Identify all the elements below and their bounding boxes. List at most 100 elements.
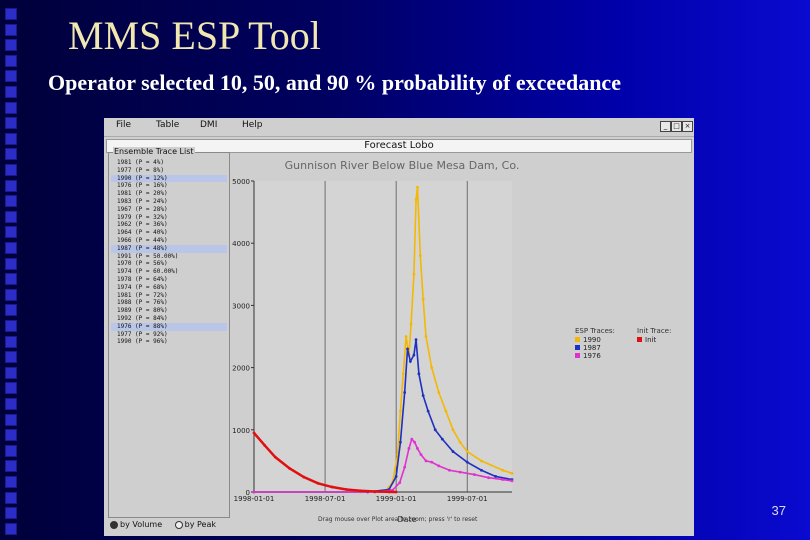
slide-subtitle: Operator selected 10, 50, and 90 % proba… (48, 70, 621, 95)
data-point (416, 447, 419, 450)
data-point (412, 353, 416, 357)
maximize-button[interactable]: □ (671, 121, 682, 132)
data-point (414, 198, 418, 202)
decorative-square (5, 54, 17, 67)
legend-marker (575, 337, 580, 342)
legend-marker (575, 353, 580, 358)
data-point (302, 475, 306, 479)
data-point (424, 335, 428, 338)
decorative-square (5, 273, 17, 286)
ensemble-trace-label: Ensemble Trace List (113, 147, 195, 156)
ensemble-trace-item[interactable]: 1977 (P = 92%) (117, 330, 168, 338)
data-point (413, 440, 417, 444)
data-point (288, 466, 291, 470)
forecast-chart[interactable]: Gunnison River Below Blue Mesa Dam, Co. … (232, 156, 688, 526)
ensemble-trace-item[interactable]: 1987 (P = 48%) (111, 244, 227, 253)
ensemble-trace-item[interactable]: 1964 (P = 40%) (117, 229, 168, 237)
ensemble-trace-item[interactable]: 1976 (P = 88%) (111, 322, 227, 331)
decorative-square (5, 382, 17, 395)
data-point (465, 460, 469, 464)
ensemble-trace-item[interactable]: 1988 (P = 76%) (117, 299, 168, 307)
y-tick-label: 0 (246, 489, 250, 497)
data-point (472, 473, 476, 476)
minimize-button[interactable]: _ (660, 121, 671, 132)
decorative-square (5, 39, 17, 52)
ensemble-trace-item[interactable]: 1989 (P = 80%) (117, 307, 168, 315)
menu-file[interactable]: File (116, 120, 132, 130)
decorative-square (5, 522, 17, 535)
menu-help[interactable]: Help (242, 120, 263, 130)
ensemble-trace-item[interactable]: 1966 (P = 44%) (117, 236, 168, 244)
zoom-hint: Drag mouse over Plot area to zoom; press… (318, 516, 478, 523)
ensemble-trace-item[interactable]: 1979 (P = 32%) (117, 213, 168, 221)
decorative-square (5, 132, 17, 145)
ensemble-trace-item[interactable]: 1967 (P = 28%) (117, 205, 168, 213)
ensemble-trace-item[interactable]: 1981 (P = 72%) (117, 291, 168, 299)
data-point (359, 489, 363, 493)
data-point (487, 476, 490, 480)
close-button[interactable]: × (682, 121, 693, 132)
ensemble-trace-item[interactable]: 1976 (P = 16%) (117, 182, 168, 190)
data-point (330, 485, 334, 489)
ensemble-trace-item[interactable]: 1991 (P = 50.00%) (117, 252, 179, 260)
data-point (273, 455, 277, 459)
ensemble-trace-item[interactable]: 1990 (P = 96%) (117, 338, 168, 346)
menu-table[interactable]: Table (156, 120, 180, 130)
data-point (448, 468, 451, 472)
data-point (417, 372, 421, 376)
data-point (510, 479, 514, 483)
ensemble-trace-item[interactable]: 1970 (P = 56%) (117, 260, 168, 268)
ensemble-trace-item[interactable]: 1981 (P = 20%) (117, 190, 168, 198)
slide-title: MMS ESP Tool (68, 13, 321, 58)
data-point (458, 470, 462, 474)
data-point (451, 450, 455, 453)
data-point (433, 428, 437, 432)
data-point (387, 490, 391, 494)
decorative-square (5, 320, 17, 332)
ensemble-trace-item[interactable]: 1981 (P = 4%) (117, 159, 164, 166)
esp-tool-window: File Table DMI Help _ □ × Forecast Lobo … (104, 118, 694, 536)
y-tick-label: 5000 (232, 178, 250, 186)
menu-bar: File Table DMI Help _ □ × (104, 118, 694, 137)
data-point (437, 464, 441, 468)
radio-by-peak[interactable]: by Peak (174, 520, 217, 529)
data-point (421, 394, 425, 397)
radio-by-peak-label: by Peak (184, 520, 217, 529)
ensemble-trace-item[interactable]: 1992 (P = 84%) (117, 314, 168, 322)
y-tick-label: 1000 (232, 427, 250, 435)
data-point (398, 481, 402, 485)
ensemble-trace-item[interactable]: 1983 (P = 24%) (117, 197, 168, 205)
ensemble-trace-item[interactable]: 1977 (P = 8%) (117, 166, 164, 174)
x-tick-label: 1998-07-01 (305, 495, 346, 503)
decorative-square (5, 23, 17, 36)
ensemble-trace-item[interactable]: 1974 (P = 68%) (117, 283, 168, 291)
ensemble-trace-item[interactable]: 1978 (P = 64%) (117, 275, 168, 283)
forecast-title: Forecast Lobo (106, 139, 692, 153)
ensemble-trace-item[interactable]: 1990 (P = 12%) (111, 174, 227, 183)
data-point (424, 459, 428, 463)
menu-dmi[interactable]: DMI (200, 120, 218, 130)
ensemble-trace-item[interactable]: 1962 (P = 36%) (117, 221, 168, 229)
data-point (403, 391, 407, 394)
data-point (418, 254, 422, 258)
plot-area[interactable]: Gunnison River Below Blue Mesa Dam, Co. … (232, 156, 688, 526)
data-point (416, 185, 419, 189)
legend-marker (575, 345, 580, 350)
x-tick-label: 1999-01-01 (376, 495, 417, 503)
radio-selected-icon (110, 520, 118, 529)
decorative-square (5, 366, 17, 379)
y-tick-label: 3000 (232, 302, 250, 310)
legend-entry: Init (645, 336, 656, 344)
series-line-Init (253, 432, 397, 494)
data-point (252, 490, 256, 494)
x-tick-label: 1998-01-01 (234, 495, 275, 503)
radio-by-volume[interactable]: by Volume (110, 520, 162, 529)
data-point (394, 475, 398, 478)
decorative-square (5, 226, 17, 239)
data-point (501, 468, 505, 472)
decorative-square (5, 179, 17, 192)
data-point (404, 335, 408, 338)
decorative-squares (0, 0, 22, 540)
ensemble-trace-list: 1981 (P = 4%) 1977 (P = 8%) 1990 (P = 12%)… (111, 159, 227, 346)
ensemble-trace-item[interactable]: 1974 (P = 60.00%) (117, 268, 179, 276)
